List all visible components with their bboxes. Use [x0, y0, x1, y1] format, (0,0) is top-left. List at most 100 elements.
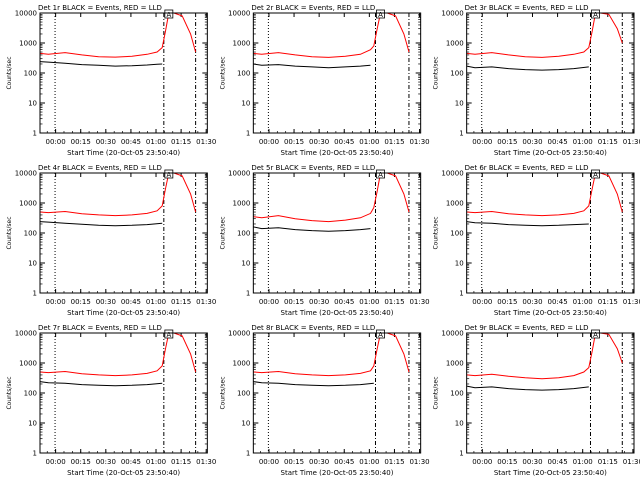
series-line-lld — [253, 173, 410, 223]
x-axis-label: Start Time (20-Oct-05 23:50:40) — [67, 309, 180, 317]
marker-label: A — [593, 171, 598, 179]
x-tick-label: 00:45 — [121, 458, 141, 466]
x-tick-label: 01:15 — [598, 298, 618, 306]
plot-area — [40, 13, 197, 133]
chart-panel-3: Det 3r BLACK = Events, RED = LLD Counts/s… — [433, 4, 640, 157]
chart-title: Det 7r BLACK = Events, RED = LLD — [38, 324, 162, 332]
x-tick-label: 01:00 — [573, 458, 593, 466]
plot-area — [253, 173, 410, 293]
y-tick-label: 10 — [28, 100, 37, 108]
chart-title: Det 3r BLACK = Events, RED = LLD — [465, 4, 589, 12]
y-tick-label: 1 — [459, 450, 463, 458]
y-tick-label: 10 — [241, 260, 250, 268]
marker-label: A — [166, 171, 171, 179]
marker-label: A — [593, 11, 598, 19]
x-tick-label: 00:15 — [497, 138, 517, 146]
chart-panel-4: Det 4r BLACK = Events, RED = LLD Counts/s… — [6, 164, 216, 317]
marker-box — [591, 329, 600, 339]
x-tick-label: 00:30 — [309, 298, 329, 306]
series-line-lld — [466, 13, 623, 58]
x-axis-label: Start Time (20-Oct-05 23:50:40) — [281, 149, 394, 157]
y-tick-label: 10 — [28, 260, 37, 268]
y-tick-label: 1000 — [446, 360, 464, 368]
x-tick-label: 01:30 — [409, 458, 429, 466]
x-axis-label: Start Time (20-Oct-05 23:50:40) — [494, 309, 607, 317]
x-tick-label: 00:15 — [497, 458, 517, 466]
chart-panel-9: Det 9r BLACK = Events, RED = LLD Counts/s… — [433, 324, 640, 477]
y-axis-label: Counts/sec — [433, 56, 440, 89]
y-tick-label: 10000 — [441, 10, 463, 18]
x-tick-label: 01:00 — [146, 458, 166, 466]
marker-label: A — [593, 331, 598, 339]
x-tick-label: 00:00 — [46, 458, 66, 466]
marker-box — [164, 329, 174, 339]
plot-area — [466, 173, 623, 293]
series-line-lld — [466, 173, 623, 217]
x-tick-label: 00:15 — [71, 298, 91, 306]
series-line-events — [253, 63, 371, 69]
series-line-events — [40, 221, 163, 227]
x-tick-label: 00:45 — [334, 138, 354, 146]
series-line-events — [466, 385, 589, 391]
x-tick-label: 00:00 — [259, 138, 279, 146]
y-axis-label: Counts/sec — [6, 216, 13, 249]
y-tick-label: 1 — [246, 450, 250, 458]
y-tick-label: 1 — [246, 130, 250, 138]
series-line-events — [466, 221, 589, 227]
marker-label: A — [166, 331, 171, 339]
y-axis-label: Counts/sec — [219, 376, 226, 409]
y-tick-label: 100 — [24, 70, 37, 78]
series-line-events — [40, 381, 163, 387]
x-tick-label: 01:15 — [384, 138, 404, 146]
marker-box — [591, 9, 600, 19]
plot-frame — [466, 332, 635, 454]
y-tick-label: 10 — [455, 100, 464, 108]
y-tick-label: 100 — [237, 390, 250, 398]
plot-area — [466, 333, 623, 453]
series-line-events — [253, 226, 371, 232]
x-tick-label: 01:15 — [598, 458, 618, 466]
plot-frame — [252, 12, 422, 134]
x-tick-label: 01:15 — [598, 138, 618, 146]
chart-panel-5: Det 5r BLACK = Events, RED = LLD Counts/s… — [219, 164, 429, 317]
x-tick-label: 01:00 — [573, 298, 593, 306]
x-tick-label: 01:15 — [171, 298, 191, 306]
x-tick-label: 01:30 — [623, 138, 640, 146]
x-tick-label: 00:45 — [547, 458, 567, 466]
x-tick-label: 01:30 — [409, 138, 429, 146]
y-tick-label: 100 — [24, 390, 37, 398]
x-tick-label: 00:00 — [472, 138, 492, 146]
x-tick-label: 00:00 — [46, 138, 66, 146]
x-tick-label: 01:15 — [171, 458, 191, 466]
y-tick-label: 10000 — [15, 330, 37, 338]
x-tick-label: 00:30 — [522, 138, 542, 146]
y-tick-label: 1000 — [19, 200, 37, 208]
y-tick-label: 1000 — [19, 40, 37, 48]
chart-panel-2: Det 2r BLACK = Events, RED = LLD Counts/s… — [219, 4, 429, 157]
x-tick-label: 00:30 — [309, 458, 329, 466]
x-tick-label: 01:30 — [623, 298, 640, 306]
x-tick-label: 01:00 — [359, 298, 379, 306]
y-tick-label: 10000 — [441, 170, 463, 178]
y-tick-label: 1 — [459, 290, 463, 298]
x-tick-label: 01:30 — [409, 298, 429, 306]
y-tick-label: 100 — [450, 70, 463, 78]
plot-area — [40, 173, 197, 293]
series-line-lld — [40, 13, 197, 58]
y-tick-label: 1000 — [233, 200, 251, 208]
x-tick-label: 00:45 — [547, 138, 567, 146]
series-line-lld — [40, 333, 197, 377]
y-tick-label: 100 — [24, 230, 37, 238]
x-tick-label: 00:00 — [259, 298, 279, 306]
y-axis-label: Counts/sec — [6, 376, 13, 409]
chart-title: Det 6r BLACK = Events, RED = LLD — [465, 164, 589, 172]
plot-area — [466, 13, 623, 133]
y-tick-label: 1000 — [233, 360, 251, 368]
y-tick-label: 1000 — [19, 360, 37, 368]
x-tick-label: 01:15 — [171, 138, 191, 146]
y-tick-label: 10000 — [228, 170, 250, 178]
y-tick-label: 100 — [237, 230, 250, 238]
chart-title: Det 9r BLACK = Events, RED = LLD — [465, 324, 589, 332]
x-tick-label: 00:45 — [121, 138, 141, 146]
